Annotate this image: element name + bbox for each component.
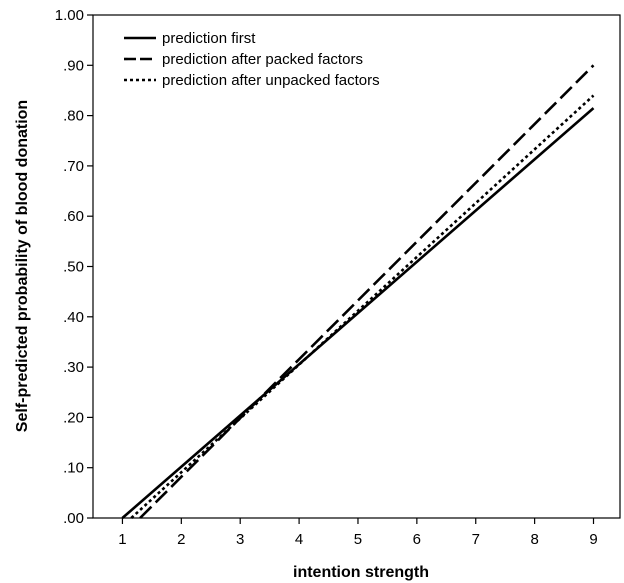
y-tick-label: .00 <box>63 510 84 527</box>
series-line-1 <box>121 107 595 519</box>
series-line-2 <box>139 64 595 519</box>
y-tick-label: .40 <box>63 309 84 326</box>
y-axis: .00 .10 .20 .30 .40 .50 .60 .70 .80 .90 1.00 <box>55 7 93 527</box>
x-tick-label: 3 <box>236 531 244 548</box>
series-line-3 <box>130 94 595 519</box>
x-axis: 1 2 3 4 5 6 7 8 9 <box>118 518 598 548</box>
y-tick-label: .10 <box>63 460 84 477</box>
y-tick-label: .30 <box>63 359 84 376</box>
x-tick-label: 5 <box>354 531 362 548</box>
y-tick-label: .60 <box>63 208 84 225</box>
x-tick-label: 4 <box>295 531 303 548</box>
series-lines <box>121 64 595 519</box>
x-tick-label: 2 <box>177 531 185 548</box>
plot-area <box>92 14 621 519</box>
x-tick-label: 9 <box>589 531 597 548</box>
y-tick-label: .70 <box>63 158 84 175</box>
legend-label-2: prediction after packed factors <box>162 51 363 68</box>
legend-label-3: prediction after unpacked factors <box>162 72 380 89</box>
y-tick-label: .90 <box>63 57 84 74</box>
x-tick-label: 1 <box>118 531 126 548</box>
x-tick-label: 8 <box>530 531 538 548</box>
x-axis-title: intention strength <box>293 564 429 581</box>
x-tick-label: 6 <box>413 531 421 548</box>
y-tick-label: .20 <box>63 409 84 426</box>
legend: prediction first prediction after packed … <box>124 30 380 89</box>
x-tick-label: 7 <box>472 531 480 548</box>
y-tick-label: .80 <box>63 108 84 125</box>
y-tick-label: 1.00 <box>55 7 84 24</box>
y-axis-title: Self-predicted probability of blood dona… <box>14 100 31 432</box>
legend-label-1: prediction first <box>162 30 256 47</box>
y-tick-label: .50 <box>63 259 84 276</box>
